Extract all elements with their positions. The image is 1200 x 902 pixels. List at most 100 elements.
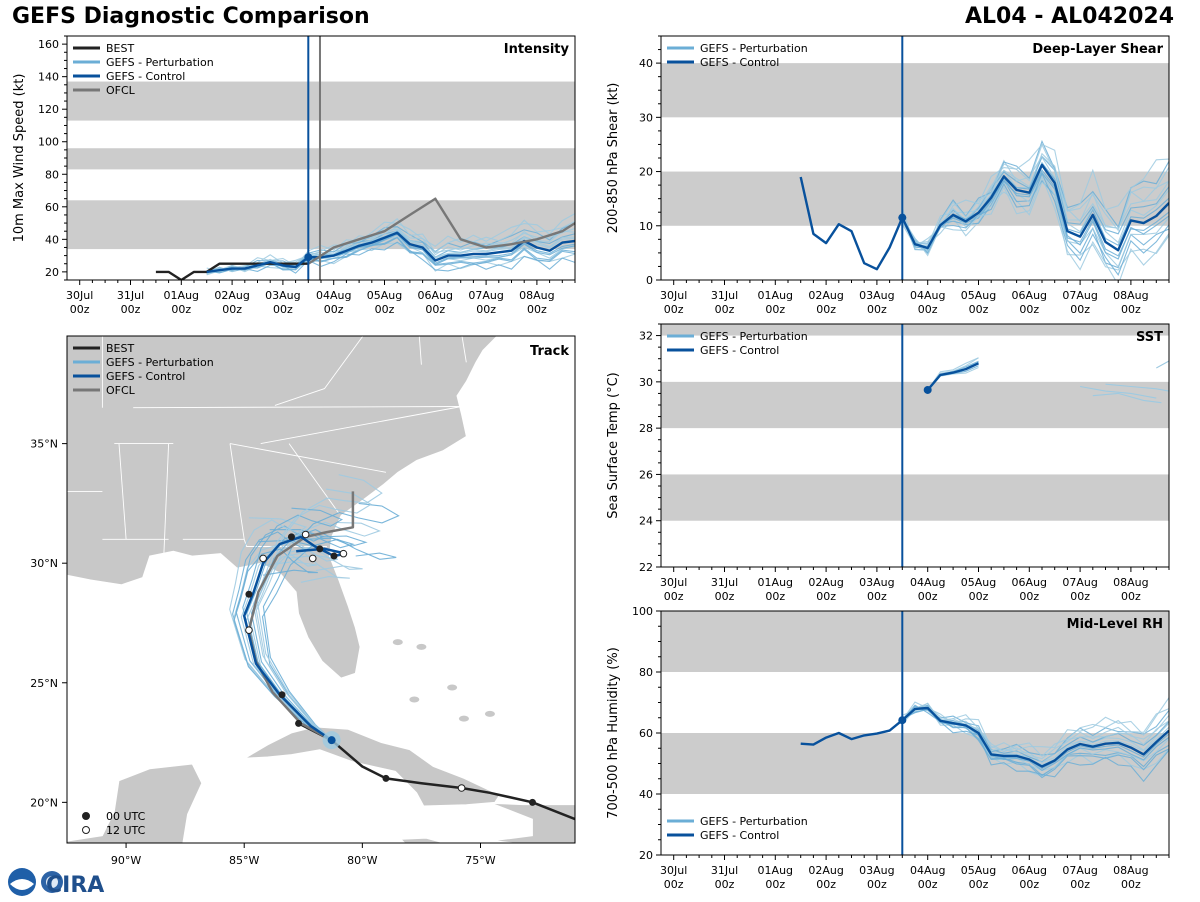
sst-xtick-label: 04Aug 00z	[910, 576, 945, 603]
rh-xtick-label: 01Aug 00z	[758, 864, 793, 891]
intensity-ofcl-line	[307, 197, 575, 265]
north-america-land	[67, 336, 498, 679]
intensity-ytick-label: 120	[38, 103, 59, 116]
sst-xtick-label-line: 00z	[1121, 590, 1141, 603]
intensity-legend-label: BEST	[106, 42, 134, 55]
track-ofcl-line	[247, 491, 355, 742]
track-lon-tick-label: 75°W	[465, 854, 495, 867]
shear-perturbation-line	[901, 152, 1169, 244]
track-marker-00utc	[295, 719, 303, 727]
track-marker-12utc	[308, 554, 317, 563]
rh-xtick-label: 30Jul 00z	[660, 864, 687, 891]
sst-band-0	[661, 474, 1169, 521]
rh-xtick-label: 06Aug 00z	[1012, 864, 1047, 891]
rh-legend-label: GEFS - Control	[700, 829, 779, 842]
shear-xtick-label-line: 03Aug	[859, 289, 894, 302]
intensity-xtick-label-line: 04Aug	[316, 289, 351, 302]
rh-perturbation-line	[901, 704, 1169, 783]
intensity-band-2	[67, 81, 575, 121]
shear-band-1	[661, 63, 1169, 118]
bahamas-island-4	[458, 715, 469, 722]
rh-ytick-label: 80	[639, 666, 653, 679]
rh-legend-label: GEFS - Perturbation	[700, 815, 808, 828]
intensity-ytick-label: 80	[45, 168, 59, 181]
rh-gefs-control-line	[800, 706, 1169, 768]
rh-band-0	[661, 733, 1169, 794]
sst-xtick-label: 30Jul 00z	[660, 576, 687, 603]
sst-xtick-label-line: 00z	[969, 590, 989, 603]
rh-ytick-label: 100	[632, 605, 653, 618]
shear-xtick-label-line: 00z	[969, 303, 989, 316]
state-border-12	[418, 336, 422, 365]
rh-plot-content	[661, 611, 1169, 855]
track-content	[67, 336, 575, 843]
rh-xtick-label: 05Aug 00z	[961, 864, 996, 891]
intensity-band-0	[67, 200, 575, 250]
rh-perturbation-line	[902, 708, 1169, 779]
sst-xtick-label: 31Jul 00z	[711, 576, 738, 603]
sst-legend-label: GEFS - Perturbation	[700, 330, 808, 343]
intensity-xtick-label-line: 00z	[375, 303, 395, 316]
storm-id-title: AL04 - AL042024	[965, 4, 1174, 29]
shear-xtick-label: 02Aug 00z	[808, 289, 843, 316]
intensity-xtick-label: 05Aug 00z	[367, 289, 402, 316]
rh-xtick-label: 04Aug 00z	[910, 864, 945, 891]
sst-xtick-label-line: 06Aug	[1012, 576, 1047, 589]
shear-xtick-label: 08Aug 00z	[1113, 289, 1148, 316]
intensity-xtick-label-line: 02Aug	[214, 289, 249, 302]
shear-xtick-label-line: 00z	[867, 303, 887, 316]
sst-xtick-label-line: 04Aug	[910, 576, 945, 589]
shear-xtick-label-line: 02Aug	[808, 289, 843, 302]
state-border-0	[163, 443, 170, 554]
shear-xtick-label-line: 00z	[765, 303, 785, 316]
sst-xtick-label-line: 31Jul	[711, 576, 738, 589]
shear-xtick-label: 05Aug 00z	[961, 289, 996, 316]
shear-xtick-label: 03Aug 00z	[859, 289, 894, 316]
rh-xtick-label-line: 00z	[969, 878, 989, 891]
rh-xtick-label-line: 00z	[1019, 878, 1039, 891]
state-border-5	[260, 406, 462, 445]
sst-xtick-label-line: 00z	[816, 590, 836, 603]
shear-ylabel: 200-850 hPa Shear (kt)	[606, 83, 621, 234]
track-marker-legend-swatch	[82, 812, 90, 820]
shear-xtick-label-line: 01Aug	[758, 289, 793, 302]
shear-ytick-label: 10	[639, 220, 653, 233]
sst-ytick-label: 32	[639, 330, 653, 343]
intensity-xtick-label-line: 00z	[171, 303, 191, 316]
rh-xtick-label-line: 07Aug	[1062, 864, 1097, 877]
sst-xtick-label-line: 02Aug	[808, 576, 843, 589]
state-border-4	[288, 443, 340, 514]
intensity-best-line	[155, 262, 309, 280]
rh-ytick-label: 40	[639, 788, 653, 801]
bahamas-island-0	[409, 696, 420, 703]
rh-xtick-label: 07Aug 00z	[1062, 864, 1097, 891]
sst-ytick-label: 28	[639, 422, 653, 435]
intensity-xtick-label-line: 00z	[476, 303, 496, 316]
rh-xtick-label-line: 00z	[1121, 878, 1141, 891]
rh-xtick-label: 31Jul 00z	[711, 864, 738, 891]
track-marker-12utc	[457, 784, 466, 792]
track-marker-12utc	[245, 626, 253, 634]
rh-band-1	[661, 611, 1169, 672]
sst-perturbation-line	[1156, 360, 1169, 369]
intensity-xtick-label-line: 00z	[70, 303, 90, 316]
track-marker-00utc	[316, 545, 324, 553]
track-lat-tick-label: 25°N	[30, 677, 58, 690]
shear-band-0	[661, 171, 1169, 226]
rh-xtick-label-line: 00z	[1070, 878, 1090, 891]
shear-xtick-label-line: 04Aug	[910, 289, 945, 302]
intensity-xtick-label: 04Aug 00z	[316, 289, 351, 316]
state-border-13	[461, 336, 467, 363]
intensity-xtick-label: 03Aug 00z	[265, 289, 300, 316]
sst-xtick-label-line: 00z	[715, 590, 735, 603]
shear-xtick-label-line: 07Aug	[1062, 289, 1097, 302]
intensity-xtick-label-line: 01Aug	[164, 289, 199, 302]
intensity-gefs-control-line	[206, 231, 575, 274]
rh-xtick-label-line: 00z	[816, 878, 836, 891]
sst-xtick-label-line: 00z	[1019, 590, 1039, 603]
rh-xtick-label-line: 02Aug	[808, 864, 843, 877]
hispaniola-land	[492, 803, 575, 843]
bahamas-island-1	[416, 643, 427, 650]
track-marker-12utc	[301, 530, 310, 539]
track-perturbation-line	[252, 488, 373, 741]
